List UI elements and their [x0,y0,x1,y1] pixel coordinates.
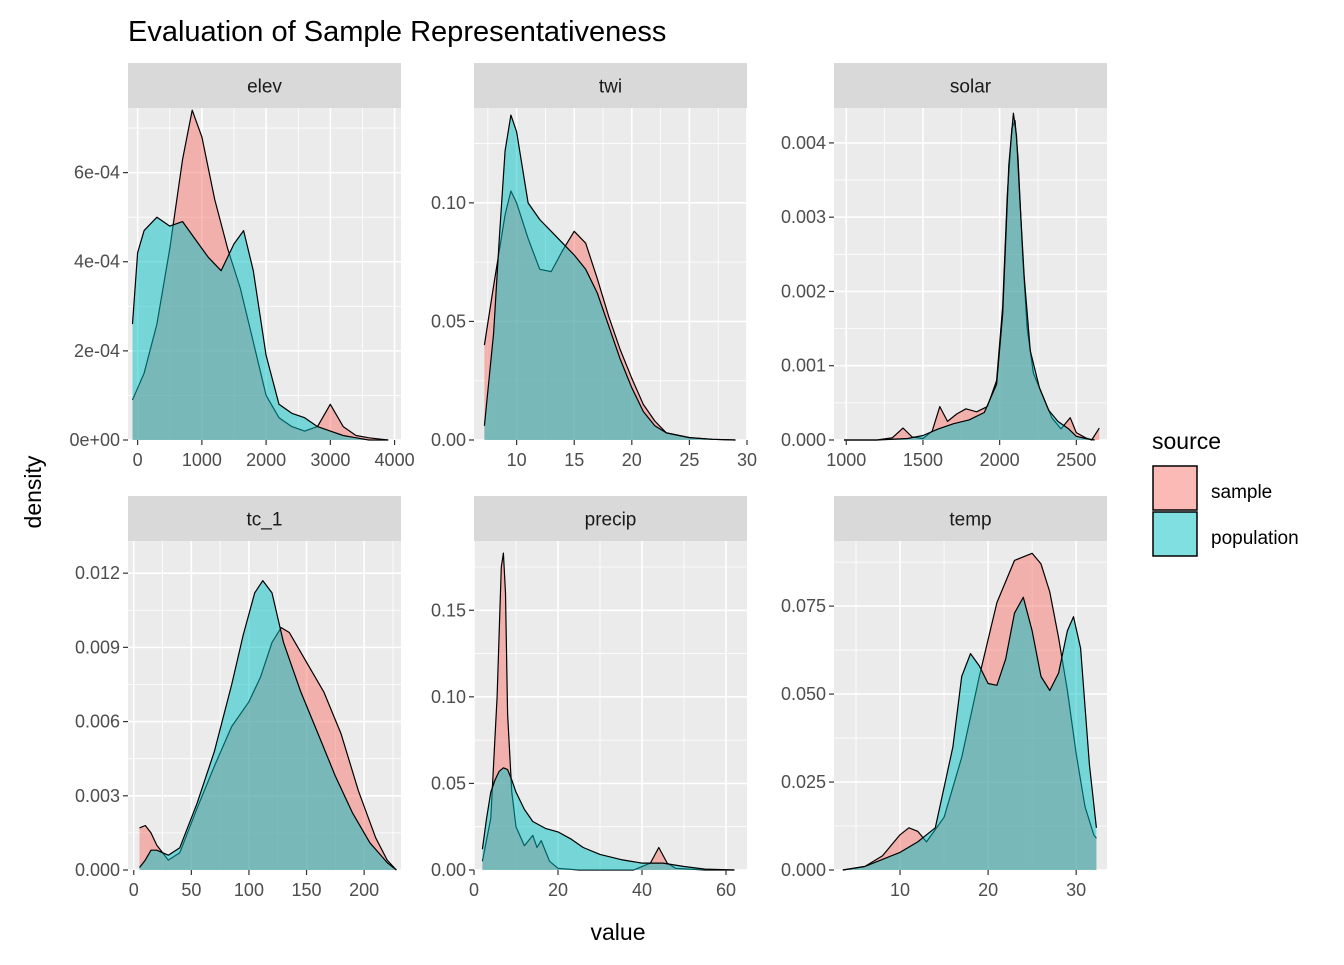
x-tick-label: 100 [234,880,264,900]
legend-label-population: population [1211,528,1299,549]
x-tick-label: 150 [292,880,322,900]
x-tick-label: 20 [622,450,642,470]
facet-strip [474,496,747,541]
density-line-population [131,216,389,441]
facet-tc_1: tc_1 0 50 100 150 200 0.000 0.003 0.006 0.009 0.01… [75,496,401,900]
facet-solar: solar 1000 1500 2000 2500 0.000 0.001 0.002 0.00… [781,63,1107,470]
density-line-population [483,114,736,441]
x-tick-label: 2000 [246,450,286,470]
x-tick-label: 20 [548,880,568,900]
facet-precip: precip 0 20 40 60 0.00 0.05 0.10 0.15 [431,496,747,900]
x-tick-label: 0 [129,880,139,900]
y-tick-label: 0.10 [431,687,466,707]
y-tick-label: 2e-04 [74,341,120,361]
facet-strip-label: elev [247,77,282,98]
facet-strip [128,496,401,541]
facet-strip [834,63,1107,108]
facet-strip [474,63,747,108]
legend-title: source [1152,428,1221,454]
x-tick-label: 10 [890,880,910,900]
panel-background [834,108,1107,440]
x-tick-label: 3000 [310,450,350,470]
y-tick-label: 0.004 [781,133,826,153]
facet-strip [128,63,401,108]
density-area-population [132,217,389,440]
x-tick-label: 1500 [903,450,943,470]
y-tick-label: 0.025 [781,772,826,792]
density-area-population [842,597,1097,870]
x-tick-label: 15 [564,450,584,470]
y-tick-label: 0.000 [781,860,826,880]
density-line-population [842,596,1097,871]
density-area-population [482,767,735,870]
x-tick-label: 0 [469,880,479,900]
legend-key-sample [1152,465,1198,511]
facet-strip-label: temp [949,510,991,531]
legend-key-population [1152,511,1198,557]
facet-strip-label: tc_1 [247,510,283,531]
x-tick-label: 2500 [1056,450,1096,470]
y-tick-label: 0.075 [781,596,826,616]
x-tick-label: 40 [632,880,652,900]
y-tick-label: 0.00 [431,430,466,450]
y-tick-label: 0.05 [431,773,466,793]
y-tick-label: 0.006 [75,712,120,732]
y-tick-label: 0.00 [431,860,466,880]
x-tick-label: 200 [349,880,379,900]
legend-label-sample: sample [1211,482,1272,503]
y-tick-label: 0.000 [781,430,826,450]
y-tick-label: 0.003 [781,207,826,227]
density-line-population [481,767,735,871]
density-line-population [844,112,1095,441]
y-tick-label: 0.050 [781,684,826,704]
y-tick-label: 0.003 [75,786,120,806]
density-area-population [484,115,736,440]
facet-strip-label: precip [585,510,637,531]
y-tick-label: 0.002 [781,281,826,301]
x-tick-label: 20 [978,880,998,900]
y-tick-label: 0e+00 [69,430,120,450]
x-tick-label: 50 [181,880,201,900]
facet-strip-label: solar [950,77,992,98]
y-tick-label: 4e-04 [74,252,120,272]
y-tick-label: 0.05 [431,311,466,331]
facet-twi: twi 10 15 20 25 30 0.00 0.05 0.10 [431,63,757,470]
x-tick-label: 0 [133,450,143,470]
x-tick-label: 2000 [980,450,1020,470]
facet-strip-label: twi [599,77,622,98]
x-tick-label: 30 [1066,880,1086,900]
facet-temp: temp 10 20 30 0.000 0.025 0.050 0.075 [781,496,1107,900]
density-area-population [139,580,397,870]
chart-title: Evaluation of Sample Representativeness [128,16,666,48]
x-tick-label: 1000 [826,450,866,470]
y-tick-label: 0.10 [431,193,466,213]
y-tick-label: 0.15 [431,600,466,620]
x-tick-label: 60 [716,880,736,900]
y-tick-label: 0.012 [75,563,120,583]
y-tick-label: 6e-04 [74,163,120,183]
y-tick-label: 0.001 [781,356,826,376]
facet-elev: elev 0 1000 2000 3000 4000 0e+00 2e-04 4e-04 6e-0… [69,63,415,470]
x-tick-label: 1000 [182,450,222,470]
x-tick-label: 10 [507,450,527,470]
y-axis-label: density [20,455,46,528]
facet-strip [834,496,1107,541]
legend: source sample population [1152,428,1299,557]
x-tick-label: 25 [679,450,699,470]
y-tick-label: 0.000 [75,860,120,880]
x-tick-label: 30 [737,450,757,470]
y-tick-label: 0.009 [75,637,120,657]
x-axis-label: value [591,919,646,945]
x-tick-label: 4000 [375,450,415,470]
density-line-population [139,580,397,871]
